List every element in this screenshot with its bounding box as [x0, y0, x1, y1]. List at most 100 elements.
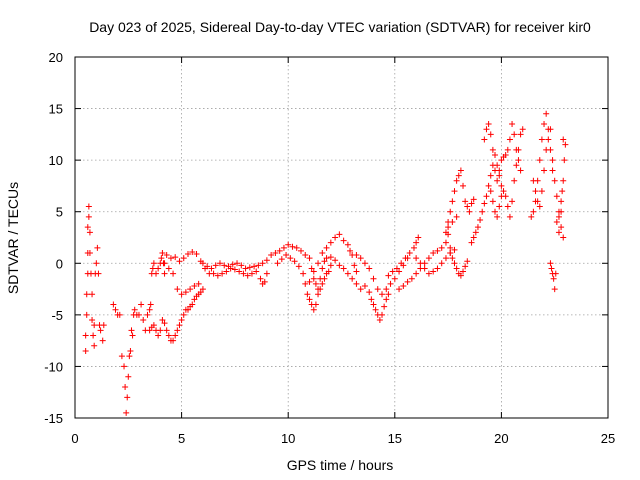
data-point: [248, 270, 255, 277]
data-point: [293, 244, 300, 251]
data-point: [504, 146, 511, 153]
data-point: [532, 188, 539, 195]
x-tick-label: 10: [281, 431, 295, 446]
data-point: [447, 244, 454, 251]
data-point: [545, 136, 552, 143]
data-point: [118, 353, 125, 360]
data-point: [379, 311, 386, 318]
data-point: [178, 317, 185, 324]
y-tick-label: 15: [49, 102, 63, 117]
data-point: [321, 258, 328, 265]
data-point: [176, 258, 183, 265]
data-point: [460, 268, 467, 275]
data-point: [99, 337, 106, 344]
data-point: [257, 275, 264, 282]
data-point: [199, 260, 206, 267]
data-point: [370, 301, 377, 308]
data-point: [231, 266, 238, 273]
data-point: [372, 306, 379, 313]
data-point: [236, 268, 243, 275]
data-point: [536, 203, 543, 210]
data-point: [498, 193, 505, 200]
data-point: [306, 255, 313, 262]
data-point: [400, 282, 407, 289]
data-point: [146, 306, 153, 313]
data-point: [385, 272, 392, 279]
data-point: [558, 198, 565, 205]
data-point: [82, 347, 89, 354]
data-point: [487, 131, 494, 138]
data-point: [223, 268, 230, 275]
data-point: [504, 203, 511, 210]
data-point: [530, 208, 537, 215]
data-point: [291, 258, 298, 265]
data-point: [449, 198, 456, 205]
data-point: [555, 213, 562, 220]
data-point: [302, 252, 309, 259]
data-point: [191, 282, 198, 289]
data-point: [560, 177, 567, 184]
data-point: [150, 322, 157, 329]
data-point: [161, 270, 168, 277]
data-point: [319, 249, 326, 256]
data-point: [464, 203, 471, 210]
data-point: [214, 272, 221, 279]
data-point: [530, 177, 537, 184]
data-point: [159, 249, 166, 256]
data-point: [161, 260, 168, 267]
data-point: [332, 234, 339, 241]
data-point: [274, 260, 281, 267]
data-point: [442, 255, 449, 262]
data-point: [549, 157, 556, 164]
x-tick-label: 15: [388, 431, 402, 446]
data-point: [366, 289, 373, 296]
data-point: [494, 177, 501, 184]
data-point: [438, 260, 445, 267]
data-point: [332, 257, 339, 264]
data-point: [470, 234, 477, 241]
data-point: [204, 263, 211, 270]
data-point: [219, 270, 226, 277]
data-point: [344, 241, 351, 248]
x-tick-label: 25: [601, 431, 615, 446]
data-point: [413, 239, 420, 246]
data-point: [442, 239, 449, 246]
data-point: [253, 268, 260, 275]
data-point: [485, 182, 492, 189]
data-point: [83, 311, 90, 318]
data-point: [468, 200, 475, 207]
data-point: [128, 327, 135, 334]
data-point: [496, 172, 503, 179]
data-point: [353, 268, 360, 275]
data-point: [464, 258, 471, 265]
data-point: [449, 219, 456, 226]
data-point: [255, 262, 262, 269]
data-point: [310, 275, 317, 282]
data-point: [125, 373, 132, 380]
data-point: [560, 234, 567, 241]
data-point: [513, 162, 520, 169]
y-axis-label: SDTVAR / TECUs: [5, 182, 21, 294]
data-point: [89, 291, 96, 298]
data-point: [344, 270, 351, 277]
data-point: [551, 177, 558, 184]
data-point: [304, 291, 311, 298]
data-point: [276, 247, 283, 254]
data-point: [323, 255, 330, 262]
data-point: [180, 311, 187, 318]
data-point: [447, 208, 454, 215]
data-point: [466, 208, 473, 215]
data-point: [492, 208, 499, 215]
data-point: [528, 213, 535, 220]
data-point: [536, 157, 543, 164]
data-point: [147, 301, 154, 308]
data-point: [327, 262, 334, 269]
data-point: [306, 278, 313, 285]
data-point: [297, 247, 304, 254]
data-point: [263, 270, 270, 277]
data-point: [295, 263, 302, 270]
data-point: [176, 322, 183, 329]
data-point: [402, 255, 409, 262]
data-point: [140, 317, 147, 324]
